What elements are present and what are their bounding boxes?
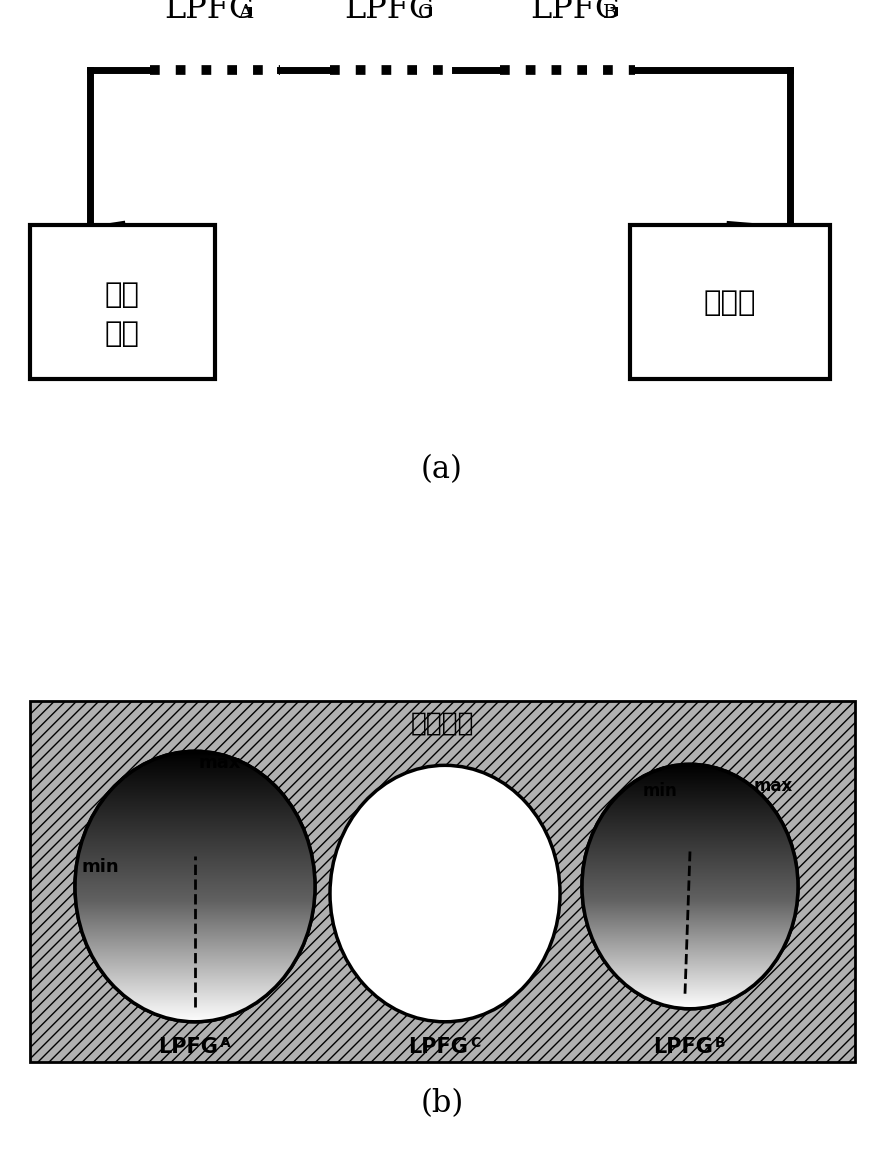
Text: (b): (b)	[420, 1089, 464, 1120]
Text: A: A	[238, 3, 252, 22]
Text: LPFG: LPFG	[653, 1037, 713, 1056]
Text: LPFG: LPFG	[158, 1037, 218, 1056]
Text: LPFG: LPFG	[345, 0, 435, 25]
Text: 光谱仪: 光谱仪	[704, 288, 757, 317]
Bar	[30, 702, 855, 1062]
Bar	[630, 225, 830, 379]
Text: 宽带: 宽带	[104, 281, 140, 309]
Ellipse shape	[582, 764, 798, 1009]
Text: C: C	[418, 3, 433, 22]
Ellipse shape	[75, 751, 315, 1022]
Text: LPFG: LPFG	[165, 0, 255, 25]
Text: min: min	[643, 782, 677, 801]
Text: B: B	[603, 3, 618, 22]
Text: A: A	[220, 1036, 231, 1049]
Text: LPFG: LPFG	[408, 1037, 468, 1056]
Text: (a): (a)	[421, 454, 463, 485]
Text: min: min	[81, 857, 119, 876]
Text: 工程结构: 工程结构	[411, 711, 473, 736]
Text: B: B	[715, 1036, 726, 1049]
Bar	[30, 225, 215, 379]
Text: C: C	[470, 1036, 481, 1049]
Text: LPFG: LPFG	[530, 0, 620, 25]
Ellipse shape	[330, 765, 560, 1022]
Text: 光源: 光源	[104, 320, 140, 348]
Text: max: max	[199, 755, 242, 772]
Text: max: max	[753, 778, 793, 795]
